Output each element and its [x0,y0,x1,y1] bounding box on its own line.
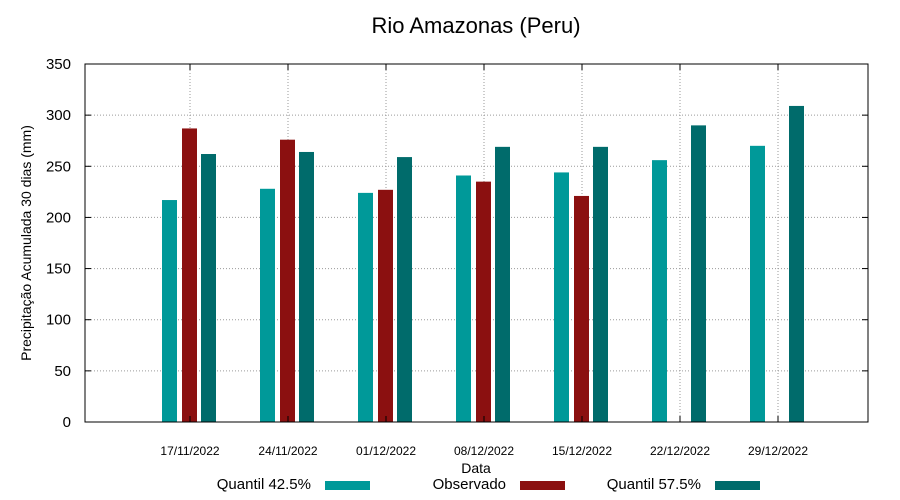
x-tick-label: 17/11/2022 [160,444,219,458]
y-tick-label: 350 [46,56,71,73]
bar-quantil-42-5 [456,175,471,422]
legend-label: Quantil 42.5% [217,476,311,493]
bar-quantil-57-5 [691,125,706,422]
bar-quantil-42-5 [554,172,569,422]
bar-quantil-42-5 [652,160,667,423]
x-tick-label: 29/12/2022 [748,444,808,458]
bar-quantil-42-5 [358,192,373,422]
x-axis-label: Data [461,460,491,476]
bar-observado [280,139,295,423]
x-tick-label: 08/12/2022 [454,444,514,458]
bar-quantil-57-5 [495,146,510,422]
legend-swatch [520,481,565,490]
y-tick-label: 250 [46,158,71,175]
bar-observado [574,195,589,422]
bar-observado [182,128,197,422]
bar-quantil-42-5 [162,200,177,422]
y-axis-label: Precipitação Acumulada 30 dias (mm) [18,125,34,361]
bar-quantil-42-5 [260,188,275,422]
x-tick-label: 24/11/2022 [258,444,317,458]
chart-title: Rio Amazonas (Peru) [371,13,580,38]
plot-frame [84,63,869,423]
bar-quantil-57-5 [789,105,804,423]
legend-swatch [325,481,370,490]
legend: Quantil 42.5% Observado Quantil 57.5% [217,476,760,493]
bar-quantil-42-5 [750,145,765,423]
bar-quantil-57-5 [397,157,412,422]
x-tick-label: 01/12/2022 [356,444,416,458]
x-axis: 17/11/2022 24/11/2022 01/12/2022 08/12/2022… [160,64,808,458]
legend-label: Observado [433,476,506,493]
legend-swatch [715,481,760,490]
y-tick-label: 50 [54,363,71,380]
bar-quantil-57-5 [201,154,216,423]
y-axis: 0 50 100 150 200 250 300 350 [46,56,868,431]
bar-quantil-57-5 [299,151,314,423]
y-tick-label: 0 [63,414,71,431]
y-tick-label: 300 [46,107,71,124]
legend-label: Quantil 57.5% [607,476,701,493]
y-tick-label: 200 [46,209,71,226]
bar-observado [476,181,491,422]
bar-observado [378,189,393,422]
bar-quantil-57-5 [593,146,608,422]
x-tick-label: 15/12/2022 [552,444,612,458]
bars [162,105,804,423]
y-tick-label: 100 [46,312,71,329]
x-tick-label: 22/12/2022 [650,444,710,458]
y-tick-label: 150 [46,261,71,278]
